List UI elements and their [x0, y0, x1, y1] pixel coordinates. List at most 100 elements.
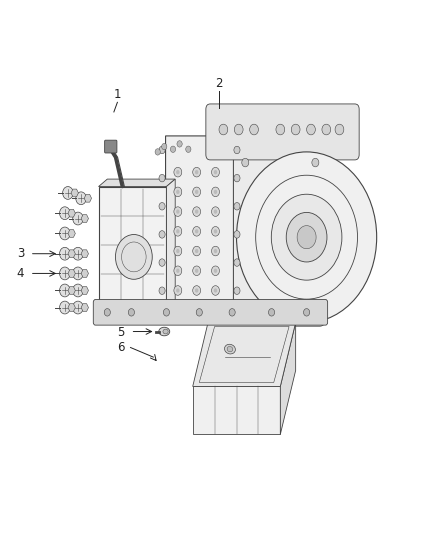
Polygon shape	[71, 189, 78, 197]
Circle shape	[60, 207, 70, 220]
Circle shape	[212, 167, 219, 177]
Text: 5: 5	[117, 326, 125, 339]
Circle shape	[195, 229, 198, 233]
Circle shape	[159, 259, 165, 266]
Circle shape	[242, 308, 249, 316]
Ellipse shape	[159, 327, 170, 336]
Circle shape	[234, 203, 240, 210]
Polygon shape	[193, 322, 296, 386]
Polygon shape	[81, 304, 88, 311]
Circle shape	[193, 187, 201, 197]
Circle shape	[229, 309, 235, 316]
Circle shape	[212, 207, 219, 216]
Circle shape	[176, 209, 180, 214]
Ellipse shape	[163, 329, 168, 334]
Circle shape	[73, 301, 83, 314]
Circle shape	[60, 267, 70, 280]
Polygon shape	[81, 270, 88, 277]
Polygon shape	[193, 386, 280, 434]
Circle shape	[176, 229, 180, 233]
Polygon shape	[68, 287, 75, 294]
Circle shape	[174, 286, 182, 295]
Circle shape	[176, 288, 180, 293]
Circle shape	[234, 287, 240, 294]
Circle shape	[219, 124, 228, 135]
Polygon shape	[68, 270, 75, 277]
FancyBboxPatch shape	[93, 300, 328, 325]
Circle shape	[214, 209, 217, 214]
Circle shape	[193, 286, 201, 295]
Circle shape	[193, 207, 201, 216]
Circle shape	[73, 247, 83, 260]
Circle shape	[159, 203, 165, 210]
Circle shape	[214, 249, 217, 253]
Polygon shape	[166, 179, 175, 304]
Circle shape	[242, 158, 249, 167]
Circle shape	[212, 266, 219, 276]
Circle shape	[193, 266, 201, 276]
Circle shape	[196, 309, 202, 316]
Text: 2: 2	[215, 77, 223, 90]
Circle shape	[276, 124, 285, 135]
Polygon shape	[81, 250, 88, 257]
Circle shape	[73, 284, 83, 297]
Polygon shape	[99, 179, 175, 187]
Polygon shape	[99, 187, 166, 304]
Circle shape	[174, 227, 182, 236]
Circle shape	[76, 192, 86, 205]
Circle shape	[159, 174, 165, 182]
Circle shape	[214, 288, 217, 293]
Circle shape	[176, 249, 180, 253]
Circle shape	[193, 227, 201, 236]
Circle shape	[291, 124, 300, 135]
Polygon shape	[68, 250, 75, 257]
FancyBboxPatch shape	[105, 140, 117, 153]
Circle shape	[212, 227, 219, 236]
Circle shape	[60, 301, 70, 314]
Polygon shape	[68, 209, 75, 217]
Circle shape	[312, 308, 319, 316]
Circle shape	[195, 190, 198, 194]
Circle shape	[177, 141, 182, 147]
Circle shape	[271, 194, 342, 280]
Circle shape	[212, 246, 219, 256]
Circle shape	[60, 247, 70, 260]
Circle shape	[174, 167, 182, 177]
Circle shape	[174, 246, 182, 256]
Circle shape	[159, 287, 165, 294]
Circle shape	[186, 146, 191, 152]
Circle shape	[195, 269, 198, 273]
Circle shape	[250, 124, 258, 135]
Ellipse shape	[225, 344, 235, 354]
Circle shape	[176, 190, 180, 194]
Circle shape	[63, 187, 73, 199]
Circle shape	[214, 170, 217, 174]
Circle shape	[116, 235, 152, 279]
FancyBboxPatch shape	[233, 148, 325, 326]
Circle shape	[234, 174, 240, 182]
Circle shape	[312, 158, 319, 167]
Polygon shape	[81, 287, 88, 294]
Polygon shape	[68, 304, 75, 311]
Circle shape	[60, 227, 70, 240]
Circle shape	[195, 170, 198, 174]
Circle shape	[73, 267, 83, 280]
Circle shape	[174, 207, 182, 216]
Circle shape	[335, 124, 344, 135]
Circle shape	[212, 286, 219, 295]
Circle shape	[214, 229, 217, 233]
Circle shape	[234, 146, 240, 154]
Circle shape	[234, 259, 240, 266]
Text: 4: 4	[17, 267, 24, 280]
Circle shape	[234, 231, 240, 238]
Circle shape	[307, 124, 315, 135]
FancyBboxPatch shape	[206, 104, 359, 160]
Circle shape	[163, 309, 170, 316]
Circle shape	[159, 146, 165, 154]
Ellipse shape	[227, 346, 233, 352]
Circle shape	[322, 124, 331, 135]
Circle shape	[214, 269, 217, 273]
Text: 6: 6	[117, 341, 125, 354]
Circle shape	[176, 170, 180, 174]
Circle shape	[214, 190, 217, 194]
